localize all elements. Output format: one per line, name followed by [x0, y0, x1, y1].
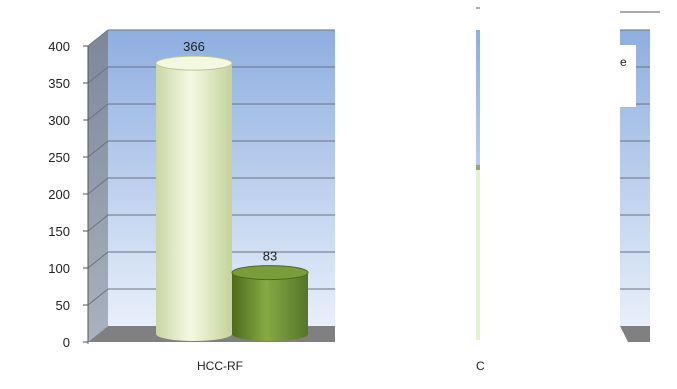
y-tick-label: 0 [63, 335, 70, 350]
y-tick-labels: 400 350 300 250 200 150 100 50 0 [48, 39, 88, 350]
y-tick-label: 200 [48, 187, 70, 202]
x-tick-label-hcc-rf: HCC-RF [197, 359, 243, 373]
gridline-side [87, 177, 109, 195]
bar-base [232, 327, 308, 341]
gridline-side [87, 29, 109, 47]
gridline-side [87, 103, 109, 121]
y-tick-label: 250 [48, 150, 70, 165]
bar-body [156, 63, 232, 334]
bar-hcc-rf-series-1: 366 [155, 39, 233, 341]
y-tick-label: 350 [48, 76, 70, 91]
bar-hcc-rf-series-2: 83 [231, 249, 309, 341]
gridline-side [87, 288, 109, 306]
bar-top [155, 55, 233, 71]
y-tick-label: 50 [56, 298, 70, 313]
y-tick-label: 300 [48, 113, 70, 128]
bars: 366 83 [155, 39, 309, 341]
fragment-bar [476, 170, 480, 340]
bar-top [231, 265, 309, 281]
data-label-366: 366 [183, 39, 205, 54]
gridline-side [87, 214, 109, 232]
fragment-bar-top [476, 165, 480, 170]
y-tick-label: 100 [48, 261, 70, 276]
legend-box-fragment [614, 45, 636, 107]
gridline-side [87, 66, 109, 84]
x-tick-label-fragment: C [476, 359, 485, 373]
bar-body [232, 272, 308, 334]
fragment-floor [620, 326, 650, 342]
gridline-side [87, 251, 109, 269]
legend-text-fragment: e [620, 55, 627, 69]
gridline-side [87, 140, 109, 158]
plot-panel-fragment-middle: C [476, 7, 485, 373]
plot-panel-main: 400 350 300 250 200 150 100 50 0 366 83 HCC-RF [48, 29, 335, 373]
plot-panel-fragment-right: e [614, 11, 660, 342]
y-tick-label: 150 [48, 224, 70, 239]
bar-base [156, 327, 232, 341]
data-label-83: 83 [263, 249, 277, 264]
y-tick-label: 400 [48, 39, 70, 54]
